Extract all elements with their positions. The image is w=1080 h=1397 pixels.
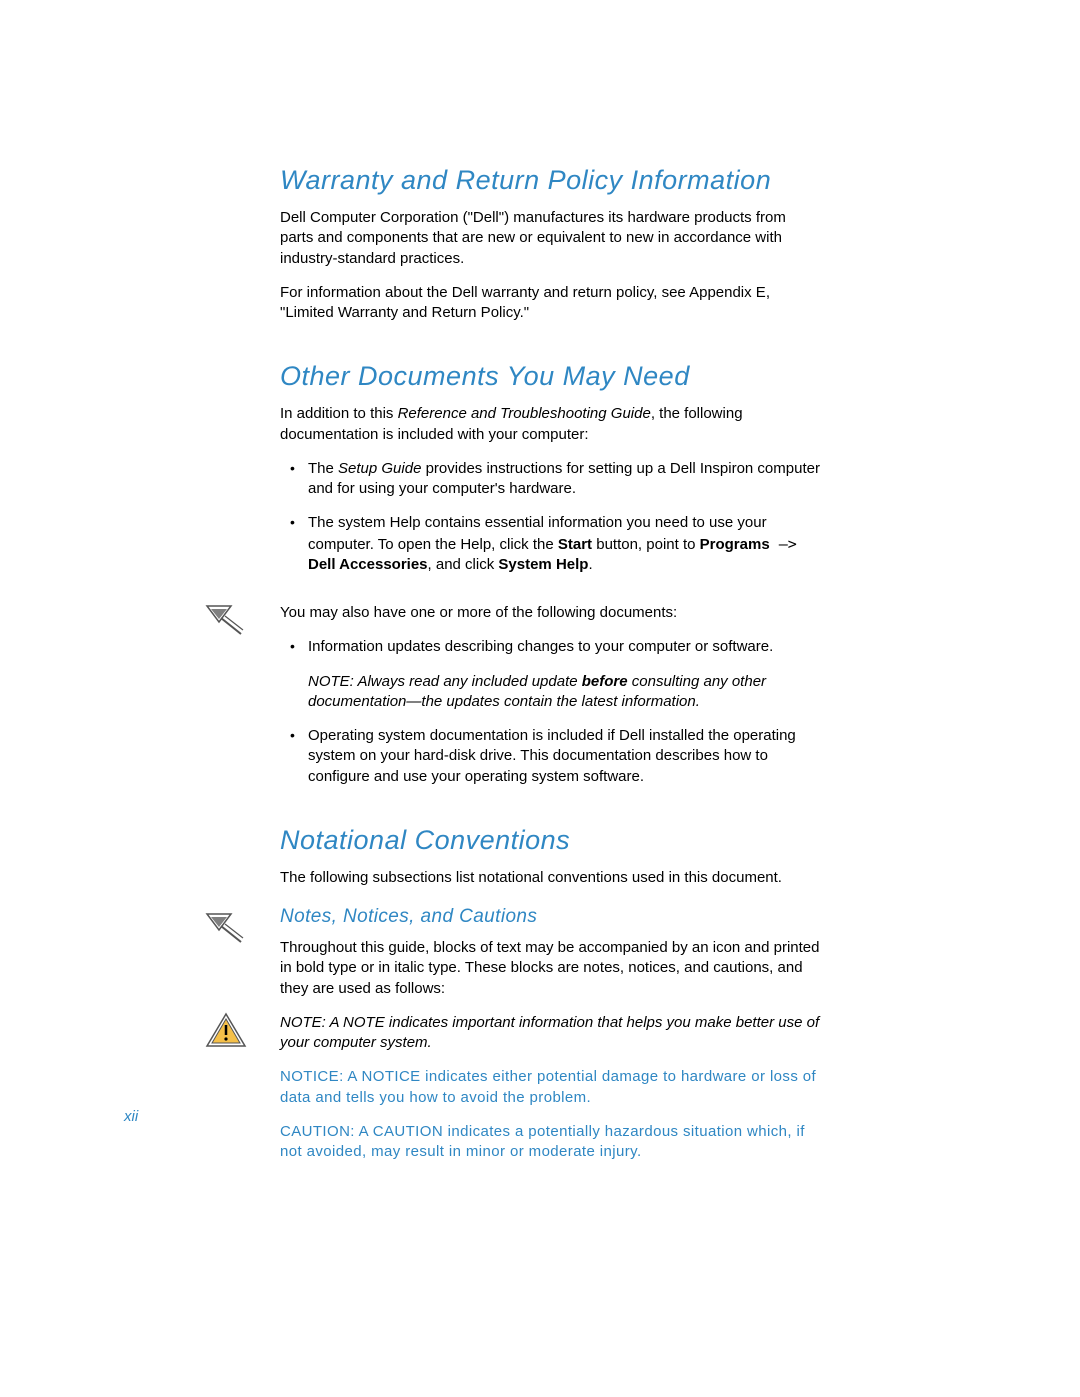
- bullet-system-help: The system Help contains essential infor…: [280, 513, 820, 575]
- page-content: Warranty and Return Policy Information D…: [280, 165, 820, 1176]
- notational-p1: The following subsections list notationa…: [280, 868, 820, 888]
- section-notational: Notational Conventions The following sub…: [280, 825, 820, 1163]
- bullet-info-updates: Information updates describing changes t…: [280, 637, 820, 657]
- warranty-p2: For information about the Dell warranty …: [280, 283, 820, 324]
- warranty-p1: Dell Computer Corporation ("Dell") manuf…: [280, 208, 820, 269]
- note-pre: NOTE: Always read any included update: [308, 673, 582, 690]
- bullet-setup-guide: The Setup Guide provides instructions fo…: [280, 459, 820, 500]
- section-other-docs: Other Documents You May Need In addition…: [280, 361, 820, 787]
- intro-pre: In addition to this: [280, 405, 398, 422]
- note-definition: NOTE: A NOTE indicates important informa…: [280, 1013, 820, 1054]
- other-docs-intro: In addition to this Reference and Troubl…: [280, 404, 820, 445]
- heading-notational: Notational Conventions: [280, 825, 820, 856]
- page-number: xii: [124, 1108, 138, 1125]
- bullet-list-1: The Setup Guide provides instructions fo…: [280, 459, 820, 575]
- b2-prog: Programs: [700, 536, 770, 553]
- b2-sys: System Help: [498, 556, 588, 573]
- b2-m2: , and click: [428, 556, 499, 573]
- note-icon: [205, 604, 247, 640]
- b2-m1: button, point to: [592, 536, 700, 553]
- note-always-read: NOTE: Always read any included update be…: [280, 672, 820, 713]
- b2-end: .: [588, 556, 592, 573]
- b1-pre: The: [308, 460, 338, 477]
- heading-warranty: Warranty and Return Policy Information: [280, 165, 820, 196]
- subheading-notes-notices: Notes, Notices, and Cautions: [280, 906, 820, 928]
- bullet-os-docs: Operating system documentation is includ…: [280, 726, 820, 787]
- b2-arrow: –>: [770, 535, 797, 553]
- section-warranty: Warranty and Return Policy Information D…: [280, 165, 820, 323]
- other-docs-p2: You may also have one or more of the fol…: [280, 603, 820, 623]
- note-bold: before: [582, 673, 628, 690]
- notice-definition: NOTICE: A NOTICE indicates either potent…: [280, 1067, 820, 1108]
- bullet-list-3: Operating system documentation is includ…: [280, 726, 820, 787]
- caution-definition: CAUTION: A CAUTION indicates a potential…: [280, 1122, 820, 1163]
- bullet-list-2: Information updates describing changes t…: [280, 637, 820, 657]
- notational-p2: Throughout this guide, blocks of text ma…: [280, 938, 820, 999]
- intro-ital: Reference and Troubleshooting Guide: [398, 405, 651, 422]
- b2-dell: Dell Accessories: [308, 556, 428, 573]
- heading-other-docs: Other Documents You May Need: [280, 361, 820, 392]
- note-icon: [205, 912, 247, 948]
- b2-start: Start: [558, 536, 592, 553]
- caution-icon: [205, 1012, 247, 1050]
- b1-ital: Setup Guide: [338, 460, 421, 477]
